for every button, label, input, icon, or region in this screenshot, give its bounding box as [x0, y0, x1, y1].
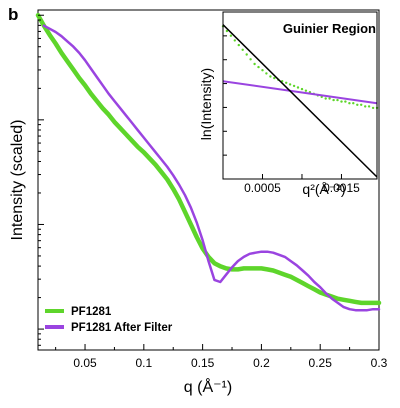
inset-data-point — [367, 105, 371, 108]
x-tick-label: 0.25 — [309, 356, 333, 370]
inset-data-point — [285, 81, 288, 85]
inset-data-point — [371, 106, 375, 110]
inset-y-axis-title: ln(Intensity) — [198, 68, 214, 140]
inset-data-point — [364, 105, 367, 108]
x-axis-title: q (Å⁻¹) — [184, 377, 232, 396]
inset-data-point — [249, 58, 252, 61]
panel-label: b — [8, 5, 18, 24]
inset-data-point — [237, 43, 240, 47]
inset-data-point — [273, 76, 276, 80]
series-line-pf1281-after-filter — [42, 24, 381, 312]
main-plot-frame — [37, 9, 380, 351]
x-tick-label: 0.2 — [253, 356, 270, 370]
inset-x-tick-label: 0.0005 — [244, 181, 281, 195]
inset-data-point — [352, 102, 355, 105]
inset-data-point — [336, 98, 339, 102]
inset-data-point — [332, 98, 335, 102]
inset-data-point — [241, 48, 244, 51]
y-axis-title: Intensity (scaled) — [9, 120, 26, 241]
inset-frame — [222, 11, 378, 180]
legend-label-pf1281-after-filter: PF1281 After Filter — [71, 322, 173, 334]
inset-data-point — [328, 97, 331, 100]
inset-title: Guinier Region — [283, 21, 376, 36]
legend-label-pf1281: PF1281 — [71, 306, 112, 318]
inset-data-point — [296, 86, 300, 89]
inset-data-point — [253, 62, 256, 66]
inset-data-point — [245, 53, 248, 56]
inset-series-guinier-fit — [222, 24, 378, 178]
inset-data-point — [348, 102, 351, 105]
inset-data-point — [304, 89, 308, 92]
inset-data-point — [229, 34, 233, 37]
main-series-group — [35, 12, 382, 312]
inset-data-point — [265, 72, 268, 75]
x-axis-ticks: 0.05 0.1 0.15 0.2 0.25 0.3 — [55, 344, 388, 370]
inset-data-point — [356, 103, 359, 107]
y-axis-ticks — [38, 14, 44, 346]
inset-x-tick-label: 0.0015 — [323, 181, 360, 195]
inset-data-point — [233, 39, 236, 42]
x-tick-label: 0.05 — [73, 356, 97, 370]
inset-data-point — [261, 69, 264, 72]
x-tick-label: 0.3 — [371, 356, 388, 370]
inset-data-point — [340, 100, 343, 103]
inset-data-point — [225, 29, 229, 33]
inset-data-point — [300, 87, 304, 91]
x-tick-label: 0.15 — [191, 356, 215, 370]
inset-x-axis-title: q²(Å⁻²) — [302, 181, 345, 197]
inset-data-point — [288, 83, 292, 86]
inset-series-pf1281-after-filter — [222, 80, 378, 105]
x-tick-label: 0.1 — [135, 356, 152, 370]
inset-series-pf1281 — [221, 25, 379, 110]
inset-data-point — [292, 84, 296, 88]
inset-chart: Guinier Region 0.0005 0.0015 q²(Å⁻²) ln(I… — [198, 11, 379, 197]
inset-x-axis-ticks: 0.0005 0.0015 — [244, 174, 360, 195]
inset-data-point — [344, 100, 347, 103]
inset-data-point — [269, 75, 272, 78]
inset-y-axis-ticks — [223, 35, 227, 156]
inset-data-point — [324, 97, 327, 100]
inset-data-point — [257, 65, 260, 69]
inset-data-point — [360, 103, 363, 107]
legend: PF1281 PF1281 After Filter — [45, 306, 173, 334]
inset-series-group — [221, 24, 379, 178]
